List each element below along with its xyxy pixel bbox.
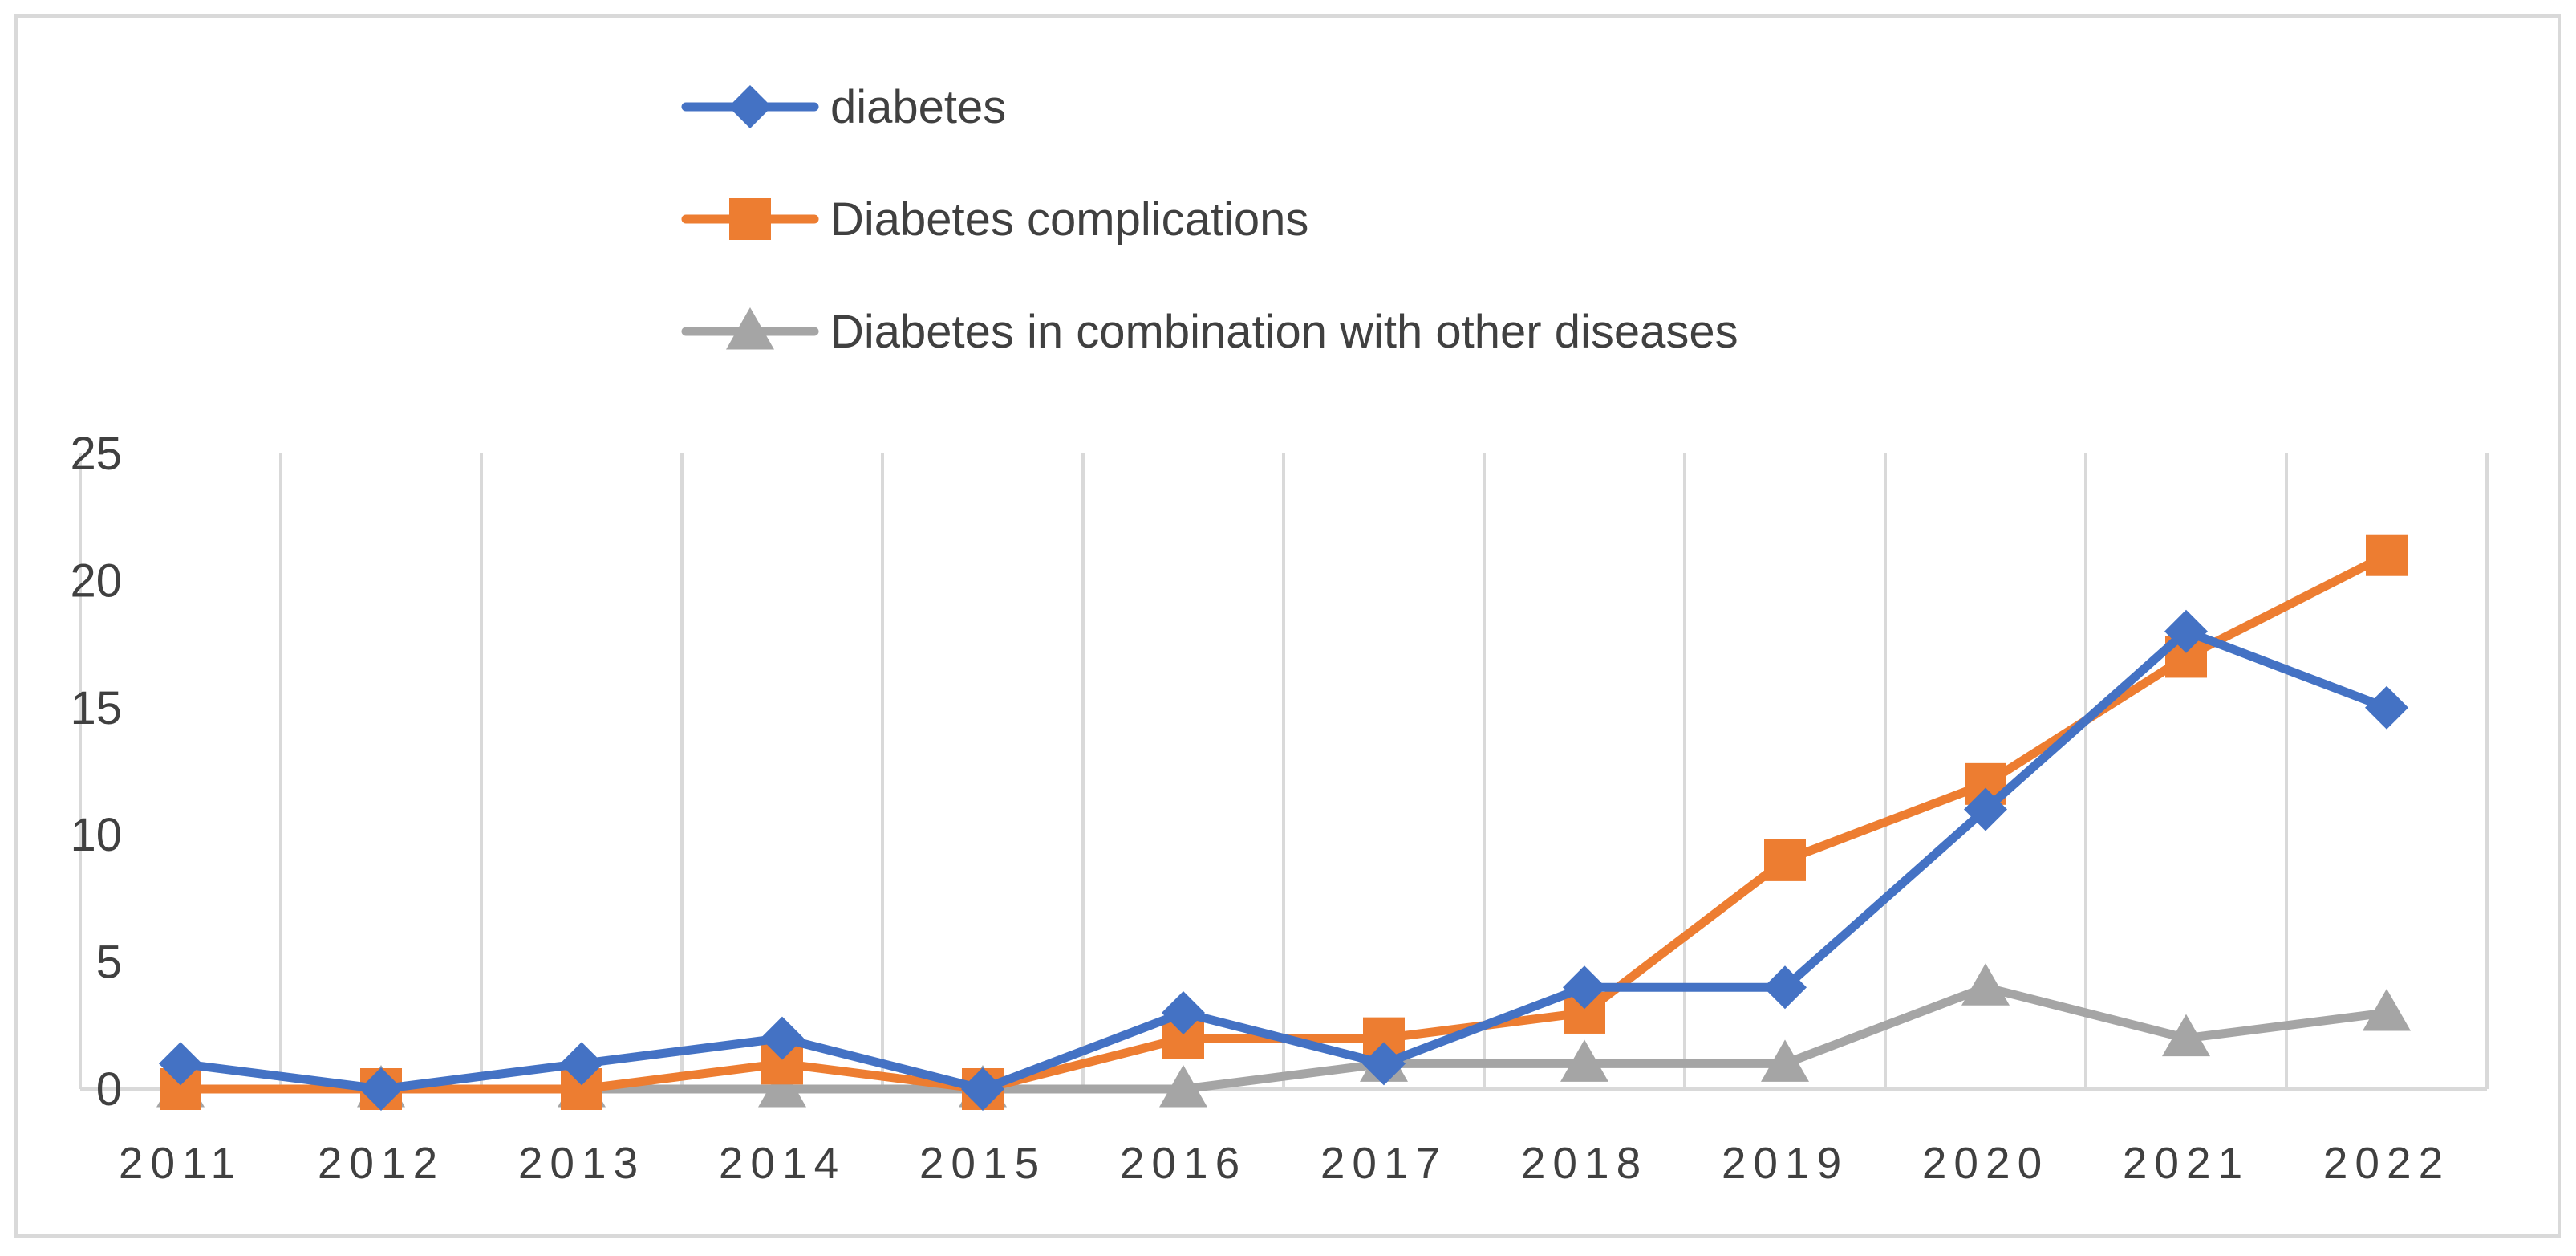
data-point (1162, 990, 1205, 1034)
data-point (2164, 609, 2208, 653)
data-point (1961, 963, 2010, 1006)
data-point (2366, 534, 2408, 576)
y-tick-label: 15 (70, 682, 122, 734)
legend-marker (729, 198, 771, 240)
chart-border (14, 14, 2561, 1238)
data-point (159, 1042, 202, 1086)
data-point (758, 1065, 806, 1108)
data-point (1563, 965, 1606, 1010)
data-point (2363, 988, 2411, 1031)
data-point (1763, 965, 1807, 1010)
series-line (176, 627, 2391, 1094)
data-point (1560, 1039, 1608, 1082)
legend-item: diabetes (681, 81, 1006, 133)
legend: diabetes Diabetes complications Diabetes i… (681, 81, 1738, 358)
legend-label: diabetes (830, 81, 1006, 133)
legend-marker (726, 307, 774, 350)
legend-label: Diabetes in combination with other disea… (830, 306, 1738, 358)
data-point (1159, 1065, 1207, 1108)
data-point (2365, 685, 2408, 730)
data-point (359, 1067, 403, 1111)
x-tick-label: 2013 (518, 1138, 645, 1188)
y-tick-label: 20 (70, 555, 122, 607)
legend-marker (728, 85, 772, 128)
grid-lines (79, 453, 2489, 1089)
data-point (1764, 839, 1806, 881)
data-point (1964, 787, 2007, 831)
series-diabetes (159, 609, 2408, 1111)
x-tick-label: 2020 (1922, 1138, 2049, 1188)
x-tick-label: 2014 (719, 1138, 846, 1188)
y-tick-label: 10 (70, 809, 122, 861)
y-tick-label: 25 (70, 428, 122, 480)
x-tick-label: 2017 (1320, 1138, 1447, 1188)
data-point (560, 1042, 603, 1086)
x-tick-label: 2015 (919, 1138, 1046, 1188)
y-tick-label: 5 (96, 937, 122, 989)
x-tick-label: 2012 (318, 1138, 444, 1188)
x-tick-label: 2011 (119, 1138, 242, 1188)
data-point (961, 1067, 1004, 1111)
legend-item: Diabetes in combination with other disea… (681, 306, 1738, 358)
x-tick-label: 2019 (1722, 1138, 1848, 1188)
y-tick-label: 0 (96, 1063, 122, 1116)
legend-item: Diabetes complications (681, 193, 1308, 246)
data-point (761, 1016, 804, 1060)
data-point (2162, 1014, 2210, 1057)
x-tick-label: 2018 (1521, 1138, 1648, 1188)
series-layer (156, 534, 2411, 1111)
x-tick-label: 2022 (2323, 1138, 2450, 1188)
data-point (1362, 1042, 1406, 1086)
data-point (1761, 1039, 1809, 1082)
legend-label: Diabetes complications (830, 193, 1308, 246)
x-tick-label: 2021 (2123, 1138, 2249, 1188)
x-tick-label: 2016 (1120, 1138, 1247, 1188)
